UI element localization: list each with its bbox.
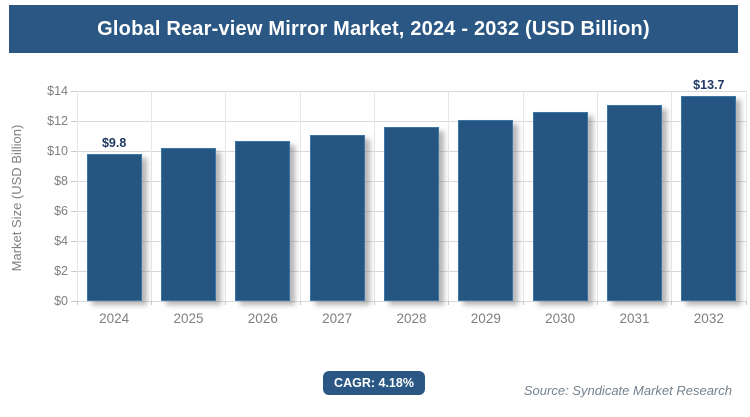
bar-2032 xyxy=(681,95,737,301)
y-axis-tick-label: $10 xyxy=(47,144,68,158)
gridline-vertical xyxy=(671,91,673,301)
y-axis-tick xyxy=(71,270,77,272)
x-axis-tick-label-2026: 2026 xyxy=(247,311,278,326)
gridline-vertical xyxy=(448,91,450,301)
chart-title-banner: Global Rear-view Mirror Market, 2024 - 2… xyxy=(9,5,738,53)
y-axis-tick-labels: $0 $2 $4 $6 $8 $10 $12 $14 xyxy=(0,84,68,308)
y-axis-tick xyxy=(71,180,77,182)
bar-2024 xyxy=(86,154,142,301)
gridline-vertical xyxy=(150,91,152,301)
y-axis-tick-label: $12 xyxy=(47,114,68,128)
x-axis-tick xyxy=(150,301,152,305)
gridline-vertical xyxy=(745,91,747,301)
x-axis-tick-label-2029: 2029 xyxy=(470,311,501,326)
x-axis-tick xyxy=(596,301,598,305)
bar-2029 xyxy=(458,119,514,301)
y-axis-tick-label: $8 xyxy=(54,174,68,188)
x-axis-tick xyxy=(745,301,747,305)
gridline-vertical xyxy=(76,91,78,301)
x-axis-tick xyxy=(671,301,673,305)
bar-value-label-2024: $9.8 xyxy=(101,136,127,150)
cagr-badge-label: CAGR: 4.18% xyxy=(334,376,414,390)
gridline-vertical xyxy=(596,91,598,301)
x-axis-tick xyxy=(299,301,301,305)
x-axis-tick-labels: 2024 2025 2026 2027 2028 2029 2030 2031 2032 xyxy=(77,311,746,329)
gridline-vertical xyxy=(522,91,524,301)
y-axis-tick xyxy=(71,210,77,212)
gridline-vertical xyxy=(225,91,227,301)
x-axis-tick xyxy=(522,301,524,305)
gridline-horizontal xyxy=(77,300,746,302)
gridline-horizontal xyxy=(77,90,746,92)
bar-value-label-2032: $13.7 xyxy=(693,77,725,92)
x-axis-tick xyxy=(373,301,375,305)
x-axis-tick-label-2024: 2024 xyxy=(99,311,130,326)
x-axis-tick xyxy=(448,301,450,305)
x-axis-tick-label-2025: 2025 xyxy=(173,311,204,326)
source-credit: Source: Syndicate Market Research xyxy=(523,383,732,398)
plot-area: $9.8 $13.7 xyxy=(71,78,747,305)
y-axis-tick-label: $2 xyxy=(54,264,68,278)
y-axis-tick xyxy=(71,90,77,92)
x-axis-tick-label-2027: 2027 xyxy=(322,311,353,326)
x-axis-tick xyxy=(76,301,78,305)
bar-2027 xyxy=(309,134,365,301)
x-axis-tick-label-2028: 2028 xyxy=(396,311,427,326)
y-axis-tick xyxy=(71,120,77,122)
bar-2030 xyxy=(532,112,588,301)
cagr-badge: CAGR: 4.18% xyxy=(323,371,425,395)
y-axis-tick xyxy=(71,240,77,242)
y-axis-tick xyxy=(71,300,77,302)
bar-2031 xyxy=(607,104,662,301)
y-axis-tick-label: $4 xyxy=(54,234,68,248)
gridline-horizontal xyxy=(77,120,746,122)
x-axis-tick-label-2031: 2031 xyxy=(619,311,650,326)
y-axis-tick-label: $6 xyxy=(54,204,68,218)
y-axis-tick xyxy=(71,150,77,152)
gridline-vertical xyxy=(373,91,375,301)
bar-2028 xyxy=(384,127,439,301)
x-axis-tick-label-2030: 2030 xyxy=(545,311,576,326)
chart-title: Global Rear-view Mirror Market, 2024 - 2… xyxy=(97,17,650,40)
y-axis-tick-label: $0 xyxy=(54,294,68,308)
x-axis-tick-label-2032: 2032 xyxy=(693,311,724,326)
bar-2026 xyxy=(235,140,291,301)
x-axis-tick xyxy=(225,301,227,305)
y-axis-tick-label: $14 xyxy=(47,84,68,98)
bar-2025 xyxy=(161,148,216,301)
gridline-vertical xyxy=(299,91,301,301)
